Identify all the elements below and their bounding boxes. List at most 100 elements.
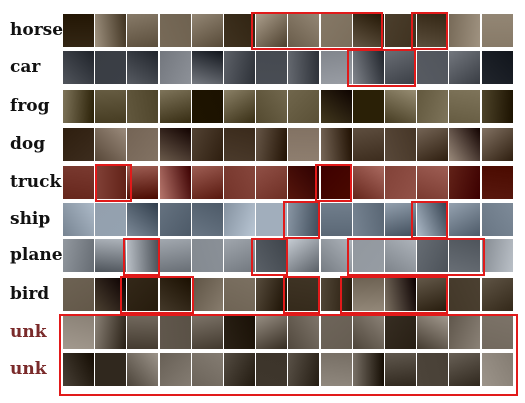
thumbnail-horse-2: [95, 14, 127, 47]
thumbnail-unk-2-11: [385, 353, 416, 386]
thumbnail-car-1: [63, 51, 94, 84]
row-label-frog: frog: [10, 96, 50, 116]
thumbnail-car-2: [95, 51, 127, 84]
thumbnail-plane-13: [449, 239, 481, 272]
thumbnail-bird-4: [159, 278, 191, 311]
thumbnail-horse-6: [224, 14, 255, 47]
thumbnail-plane-1: [63, 239, 94, 272]
thumbnail-ship-8: [288, 203, 320, 236]
thumbnail-frog-10: [352, 90, 384, 123]
thumbnail-truck-3: [127, 166, 159, 199]
thumbnail-ship-1: [63, 203, 94, 236]
thumbnail-dog-10: [352, 128, 384, 161]
thumbnail-car-14: [481, 51, 513, 84]
thumbnail-plane-9: [320, 239, 352, 272]
thumbnail-dog-14: [481, 128, 513, 161]
thumbnail-bird-3: [127, 278, 159, 311]
thumbnail-frog-3: [127, 90, 159, 123]
thumbnail-car-12: [417, 51, 449, 84]
thumbnail-bird-1: [63, 278, 94, 311]
thumbnail-bird-10: [352, 278, 384, 311]
thumbnail-unk-2-9: [320, 353, 352, 386]
thumbnail-dog-13: [449, 128, 481, 161]
thumbnail-bird-7: [256, 278, 288, 311]
thumbnail-dog-9: [320, 128, 352, 161]
thumbnail-plane-14: [481, 239, 513, 272]
thumbnail-ship-7: [256, 203, 288, 236]
thumbnail-frog-1: [63, 90, 94, 123]
row-label-ship: ship: [10, 209, 51, 229]
thumbnail-frog-14: [481, 90, 513, 123]
thumbnail-plane-8: [288, 239, 320, 272]
thumbnail-unk-1-8: [288, 316, 320, 349]
thumbnail-frog-5: [191, 90, 223, 123]
thumbnail-unk-1-13: [449, 316, 481, 349]
row-label-bird: bird: [10, 284, 50, 304]
thumbnail-car-9: [320, 51, 352, 84]
thumbnail-car-8: [288, 51, 320, 84]
thumbnail-ship-11: [385, 203, 416, 236]
thumbnail-unk-2-13: [449, 353, 481, 386]
thumbnail-bird-2: [95, 278, 127, 311]
thumbnail-bird-12: [417, 278, 449, 311]
thumbnail-horse-3: [127, 14, 159, 47]
thumbnail-frog-12: [417, 90, 449, 123]
thumbnail-truck-1: [63, 166, 94, 199]
thumbnail-ship-3: [127, 203, 159, 236]
thumbnail-horse-4: [159, 14, 191, 47]
thumbnail-horse-10: [352, 14, 384, 47]
thumbnail-unk-2-7: [256, 353, 288, 386]
thumbnail-frog-9: [320, 90, 352, 123]
thumbnail-ship-9: [320, 203, 352, 236]
thumbnail-horse-7: [256, 14, 288, 47]
thumbnail-car-13: [449, 51, 481, 84]
row-label-plane: plane: [10, 245, 63, 265]
thumbnail-unk-1-10: [352, 316, 384, 349]
row-label-truck: truck: [10, 172, 62, 192]
thumbnail-unk-2-3: [127, 353, 159, 386]
thumbnail-unk-1-1: [63, 316, 94, 349]
thumbnail-truck-9: [320, 166, 352, 199]
thumbnail-frog-8: [288, 90, 320, 123]
thumbnail-truck-2: [95, 166, 127, 199]
thumbnail-unk-1-6: [224, 316, 255, 349]
thumbnail-plane-3: [127, 239, 159, 272]
thumbnail-frog-4: [159, 90, 191, 123]
thumbnail-unk-2-4: [159, 353, 191, 386]
thumbnail-plane-11: [385, 239, 416, 272]
thumbnail-frog-11: [385, 90, 416, 123]
thumbnail-car-10: [352, 51, 384, 84]
thumbnail-frog-2: [95, 90, 127, 123]
thumbnail-unk-2-12: [417, 353, 449, 386]
thumbnail-dog-6: [224, 128, 255, 161]
thumbnail-plane-2: [95, 239, 127, 272]
thumbnail-ship-4: [159, 203, 191, 236]
thumbnail-horse-14: [481, 14, 513, 47]
thumbnail-ship-12: [417, 203, 449, 236]
thumbnail-plane-6: [224, 239, 255, 272]
thumbnail-truck-13: [449, 166, 481, 199]
thumbnail-unk-1-11: [385, 316, 416, 349]
thumbnail-bird-6: [224, 278, 255, 311]
thumbnail-unk-2-1: [63, 353, 94, 386]
thumbnail-unk-1-4: [159, 316, 191, 349]
thumbnail-unk-1-5: [191, 316, 223, 349]
thumbnail-unk-2-5: [191, 353, 223, 386]
thumbnail-bird-13: [449, 278, 481, 311]
thumbnail-horse-1: [63, 14, 94, 47]
thumbnail-unk-1-12: [417, 316, 449, 349]
thumbnail-dog-3: [127, 128, 159, 161]
thumbnail-car-7: [256, 51, 288, 84]
thumbnail-dog-4: [159, 128, 191, 161]
thumbnail-truck-4: [159, 166, 191, 199]
thumbnail-truck-12: [417, 166, 449, 199]
thumbnail-frog-7: [256, 90, 288, 123]
thumbnail-truck-11: [385, 166, 416, 199]
thumbnail-unk-1-2: [95, 316, 127, 349]
thumbnail-plane-7: [256, 239, 288, 272]
thumbnail-unk-2-10: [352, 353, 384, 386]
thumbnail-ship-13: [449, 203, 481, 236]
thumbnail-horse-8: [288, 14, 320, 47]
thumbnail-plane-10: [352, 239, 384, 272]
